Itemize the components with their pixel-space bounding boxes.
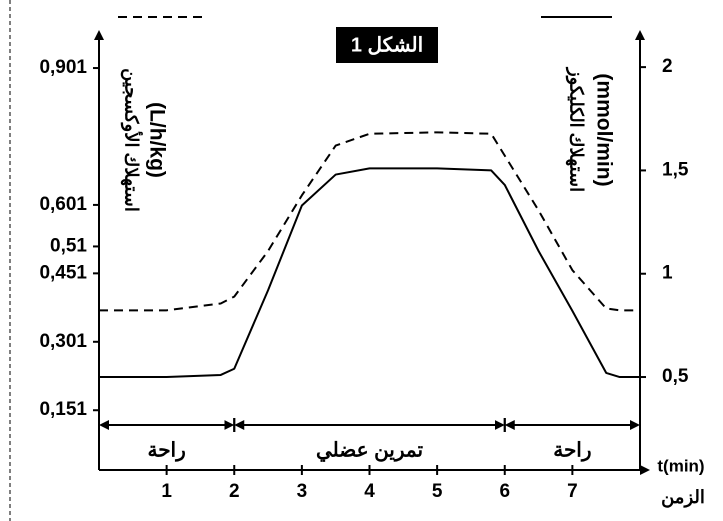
y2-tick-label: 0,5: [662, 366, 689, 387]
y-tick-label: 0,901: [39, 57, 87, 78]
title-box: [336, 27, 438, 63]
x-tick-label: 2: [229, 481, 240, 502]
y2-tick-label: 1,5: [662, 159, 689, 180]
y2-axis-unit: (mmol/min): [592, 73, 615, 186]
y2-tick-label: 1: [662, 263, 673, 284]
y-tick-label: 0,601: [39, 194, 87, 215]
y2-axis-label: استهلاك الكليكوز: [565, 66, 586, 192]
x-tick-label: 1: [161, 481, 172, 502]
x-tick-label: 4: [364, 481, 375, 502]
y-tick-label: 0,151: [39, 399, 87, 420]
x-axis-label-arabic: الزمن: [661, 487, 705, 508]
y-axis-unit: (L/h/kg): [145, 102, 168, 178]
y2-tick-label: 2: [662, 56, 673, 77]
series-line: [99, 167, 640, 379]
y-tick-label: 0,51: [50, 235, 87, 256]
y-axis-label: استهلاك الأوكسجين: [120, 68, 143, 212]
x-tick-label: 7: [567, 481, 578, 502]
x-tick-label: 6: [499, 481, 510, 502]
x-tick-label: 3: [297, 481, 308, 502]
phase-label: راحة: [553, 439, 591, 462]
y-tick-label: 0,301: [39, 331, 87, 352]
chart-title: الشكل 1: [351, 34, 423, 56]
series-line: [99, 131, 640, 312]
phase-label: راحة: [147, 439, 185, 462]
x-tick-label: 5: [432, 481, 443, 502]
phase-label: تمرين عضلي: [316, 439, 424, 462]
y-tick-label: 0,451: [39, 262, 87, 283]
x-axis-label: t(min): [657, 456, 704, 475]
